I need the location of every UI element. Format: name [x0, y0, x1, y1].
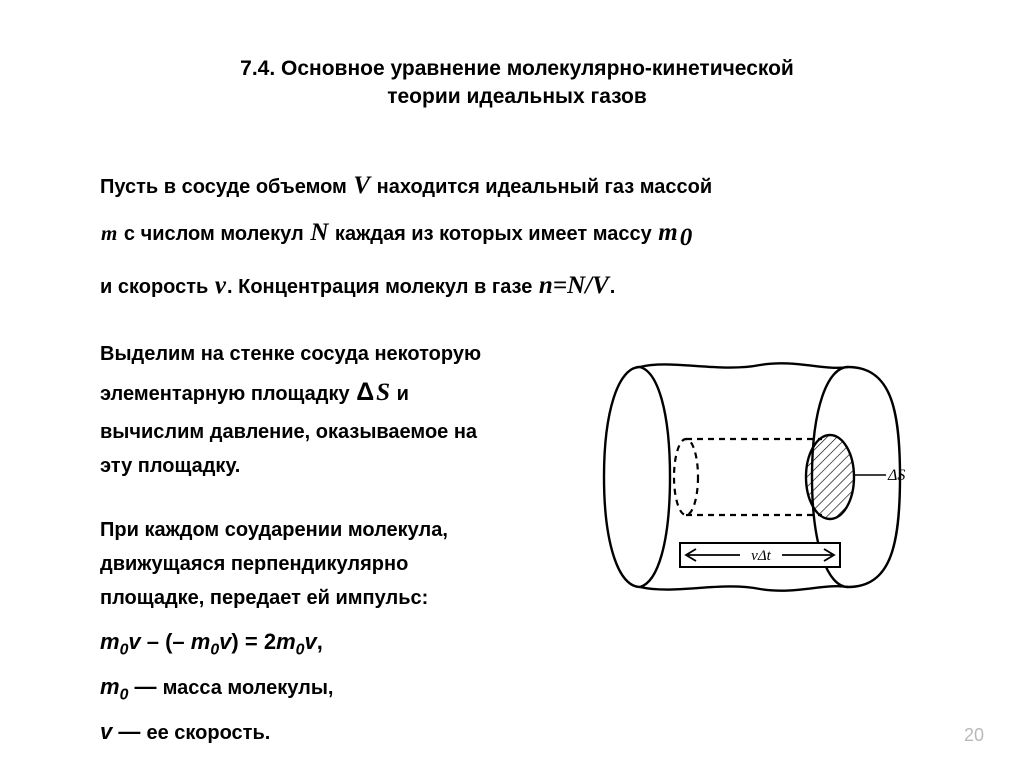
def-m: m: [100, 674, 120, 699]
intro-text: . Концентрация молекул в газе: [227, 276, 538, 298]
def-text: масса молекулы,: [163, 677, 334, 699]
text-line: эту площадку.: [100, 455, 240, 477]
text-line: элементарную площадку: [100, 383, 355, 405]
intro-paragraph: Пусть в сосуде объемом V находится идеал…: [100, 162, 934, 310]
text-line: При каждом соударении молекула,: [100, 519, 448, 541]
intro-text: и скорость: [100, 276, 214, 298]
def-dash: —: [112, 719, 146, 744]
def-dash: —: [128, 674, 162, 699]
intro-text: Пусть в сосуде объемом: [100, 176, 352, 198]
eq-v: v: [219, 629, 231, 654]
outer-top-edge: [640, 363, 848, 368]
def-v: v: [100, 719, 112, 744]
eq-minus: –: [141, 629, 165, 654]
cylinder-diagram-svg: ΔS vΔt: [590, 347, 910, 627]
label-delta-s: ΔS: [887, 467, 905, 484]
eq-v: v: [128, 629, 140, 654]
page-number: 20: [964, 725, 984, 746]
outer-left-cap-back: [640, 367, 670, 587]
text-line: и: [391, 383, 409, 405]
symbol-V: V: [352, 172, 371, 199]
text-line: движущаяся перпендикулярно: [100, 553, 408, 575]
symbol-m: m: [100, 221, 118, 245]
block-area-element: Выделим на стенке сосуда некоторую элеме…: [100, 337, 580, 483]
definition-v: v — ее скорость.: [100, 713, 580, 750]
eq-equals: = 2: [245, 629, 276, 654]
equation-impulse: m0v – (– m0v) = 2m0v,: [100, 623, 580, 664]
symbol-S: S: [375, 379, 391, 406]
left-column: Выделим на стенке сосуда некоторую элеме…: [100, 337, 580, 751]
intro-text: каждая из которых имеет массу: [329, 223, 657, 245]
label-v-delta-t: vΔt: [751, 548, 771, 564]
def-text: ее скорость.: [146, 722, 270, 744]
intro-text: с числом молекул: [118, 223, 309, 245]
eq-open: (–: [165, 629, 191, 654]
eq-close: ): [231, 629, 244, 654]
inner-left-ellipse: [674, 439, 698, 515]
intro-text: .: [610, 276, 616, 298]
outer-bottom-edge: [640, 586, 848, 591]
symbol-delta: Δ: [355, 378, 375, 406]
slide: 7.4. Основное уравнение молекулярно-кине…: [0, 0, 1024, 768]
symbol-v: v: [214, 272, 227, 299]
eq-comma: ,: [317, 629, 323, 654]
outer-left-cap: [604, 367, 640, 587]
definition-m0: m0 — масса молекулы,: [100, 668, 580, 709]
equation-n: n=N/V: [538, 272, 610, 299]
delta-s-area: [806, 435, 854, 519]
figure-cylinder: ΔS vΔt: [590, 347, 910, 632]
symbol-N: N: [309, 219, 329, 246]
intro-text: находится идеальный газ массой: [371, 176, 712, 198]
symbol-m0-sub: 0: [679, 224, 694, 251]
eq-m: m: [191, 629, 211, 654]
title-line-2: теории идеальных газов: [387, 85, 647, 108]
title-line-1: 7.4. Основное уравнение молекулярно-кине…: [240, 57, 794, 80]
symbol-m0-m: m: [657, 219, 678, 246]
eq-m: m: [276, 629, 296, 654]
content-columns: Выделим на стенке сосуда некоторую элеме…: [100, 337, 934, 751]
eq-sub0: 0: [210, 641, 219, 658]
section-title: 7.4. Основное уравнение молекулярно-кине…: [127, 55, 907, 112]
text-line: вычислим давление, оказываемое на: [100, 421, 477, 443]
block-impulse: При каждом соударении молекула, движущая…: [100, 513, 580, 615]
eq-m: m: [100, 629, 120, 654]
text-line: Выделим на стенке сосуда некоторую: [100, 343, 481, 365]
eq-v: v: [304, 629, 316, 654]
text-line: площадке, передает ей импульс:: [100, 587, 428, 609]
